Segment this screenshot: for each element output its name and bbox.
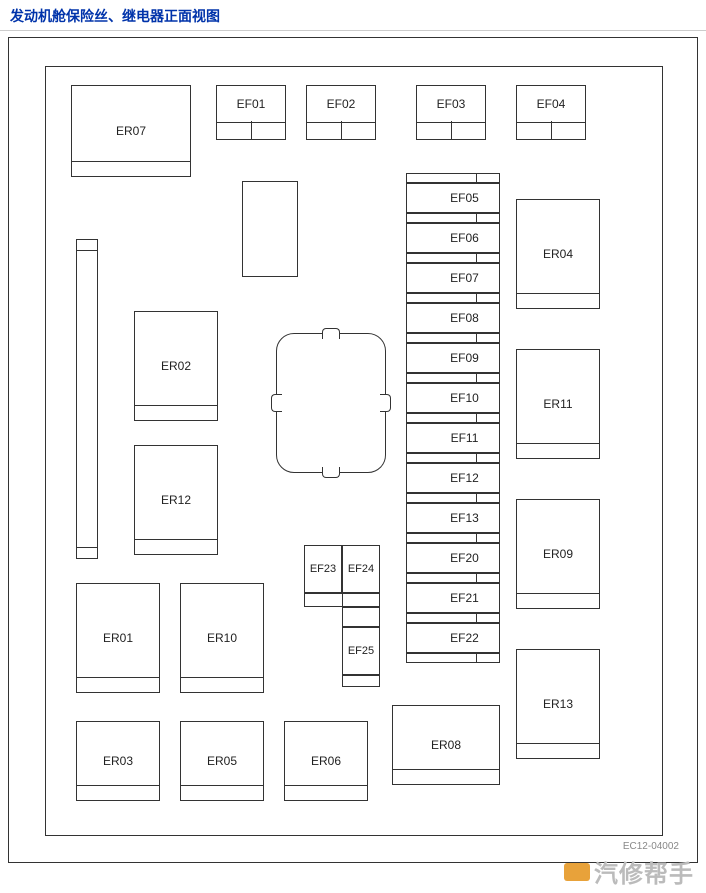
fuse-separator (406, 253, 500, 263)
relay-ER13: ER13 (516, 649, 600, 759)
fuse-label: EF04 (537, 97, 566, 111)
fuse-separator (406, 573, 500, 583)
relay-label: ER11 (543, 397, 572, 411)
fuse-EF06: EF06 (406, 223, 500, 253)
unlabeled-dual-block (242, 181, 298, 277)
relay-ER08: ER08 (392, 705, 500, 785)
fuse-label: EF10 (430, 391, 499, 405)
relay-label: ER10 (207, 631, 237, 645)
fuse-EF03: EF03 (416, 85, 486, 123)
relay-ER09: ER09 (516, 499, 600, 609)
fuse-separator (342, 607, 380, 627)
center-chip (276, 333, 386, 473)
fuse-label: EF22 (430, 631, 499, 645)
fuse-separator (406, 493, 500, 503)
relay-ER04: ER04 (516, 199, 600, 309)
fuse-separator (406, 213, 500, 223)
fuse-EF05: EF05 (406, 183, 500, 213)
fuse-EF25: EF25 (342, 627, 380, 675)
fuse-label: EF09 (430, 351, 499, 365)
fuse-EF23: EF23 (304, 545, 342, 593)
fuse-EF09: EF09 (406, 343, 500, 373)
fuse-separator (406, 293, 500, 303)
fuse-label: EF06 (430, 231, 499, 245)
fuse-separator (406, 613, 500, 623)
relay-label: ER06 (311, 754, 341, 768)
relay-ER02: ER02 (134, 311, 218, 421)
fuse-label: EF23 (310, 563, 336, 575)
fuse-separator (406, 413, 500, 423)
fuse-label: EF07 (430, 271, 499, 285)
fuse-separator (342, 675, 380, 687)
fuse-label: EF02 (327, 97, 356, 111)
relay-label: ER04 (543, 247, 573, 261)
fuse-EF07: EF07 (406, 263, 500, 293)
relay-label: ER03 (103, 754, 133, 768)
fuse-label: EF24 (348, 563, 374, 575)
relay-ER01: ER01 (76, 583, 160, 693)
fuse-EF04: EF04 (516, 85, 586, 123)
fuse-EF11: EF11 (406, 423, 500, 453)
relay-label: ER01 (103, 631, 133, 645)
fuse-label: EF13 (430, 511, 499, 525)
relay-label: ER05 (207, 754, 237, 768)
relay-label: ER02 (161, 359, 191, 373)
page-title: 发动机舱保险丝、继电器正面视图 (0, 0, 706, 31)
fuse-separator (304, 593, 380, 607)
fuse-label: EF12 (430, 471, 499, 485)
relay-ER10: ER10 (180, 583, 264, 693)
relay-label: ER13 (543, 697, 573, 711)
fuse-label: EF11 (430, 431, 499, 445)
relay-ER03: ER03 (76, 721, 160, 801)
fuse-separator (406, 533, 500, 543)
relay-label: ER07 (116, 124, 146, 138)
outer-frame: ER07 EF01 EF02 EF03 EF04 (8, 37, 698, 863)
relay-label: ER09 (543, 547, 573, 561)
fuse-EF02: EF02 (306, 85, 376, 123)
fuse-label: EF05 (430, 191, 499, 205)
fuse-separator (406, 333, 500, 343)
diagram-canvas: ER07 EF01 EF02 EF03 EF04 (45, 66, 663, 836)
fuse-EF20: EF20 (406, 543, 500, 573)
relay-ER12: ER12 (134, 445, 218, 555)
fuse-EF13: EF13 (406, 503, 500, 533)
fuse-separator (406, 173, 500, 183)
fuse-label: EF21 (430, 591, 499, 605)
relay-ER07: ER07 (71, 85, 191, 177)
fuse-label: EF08 (430, 311, 499, 325)
fuse-separator (406, 373, 500, 383)
fuse-separator (406, 453, 500, 463)
fuse-separator (406, 653, 500, 663)
fuse-EF21: EF21 (406, 583, 500, 613)
fuse-EF10: EF10 (406, 383, 500, 413)
fuse-label: EF03 (437, 97, 466, 111)
relay-label: ER08 (431, 738, 461, 752)
fuse-label: EF20 (430, 551, 499, 565)
drawing-code: EC12-04002 (623, 841, 679, 852)
left-slot (76, 239, 98, 559)
fuse-label: EF01 (237, 97, 266, 111)
fuse-EF01: EF01 (216, 85, 286, 123)
relay-ER06: ER06 (284, 721, 368, 801)
relay-ER11: ER11 (516, 349, 600, 459)
relay-ER05: ER05 (180, 721, 264, 801)
relay-label: ER12 (161, 493, 191, 507)
fuse-EF22: EF22 (406, 623, 500, 653)
fuse-EF12: EF12 (406, 463, 500, 493)
watermark-icon (564, 863, 590, 881)
fuse-EF24: EF24 (342, 545, 380, 593)
fuse-label: EF25 (348, 645, 374, 657)
fuse-EF08: EF08 (406, 303, 500, 333)
